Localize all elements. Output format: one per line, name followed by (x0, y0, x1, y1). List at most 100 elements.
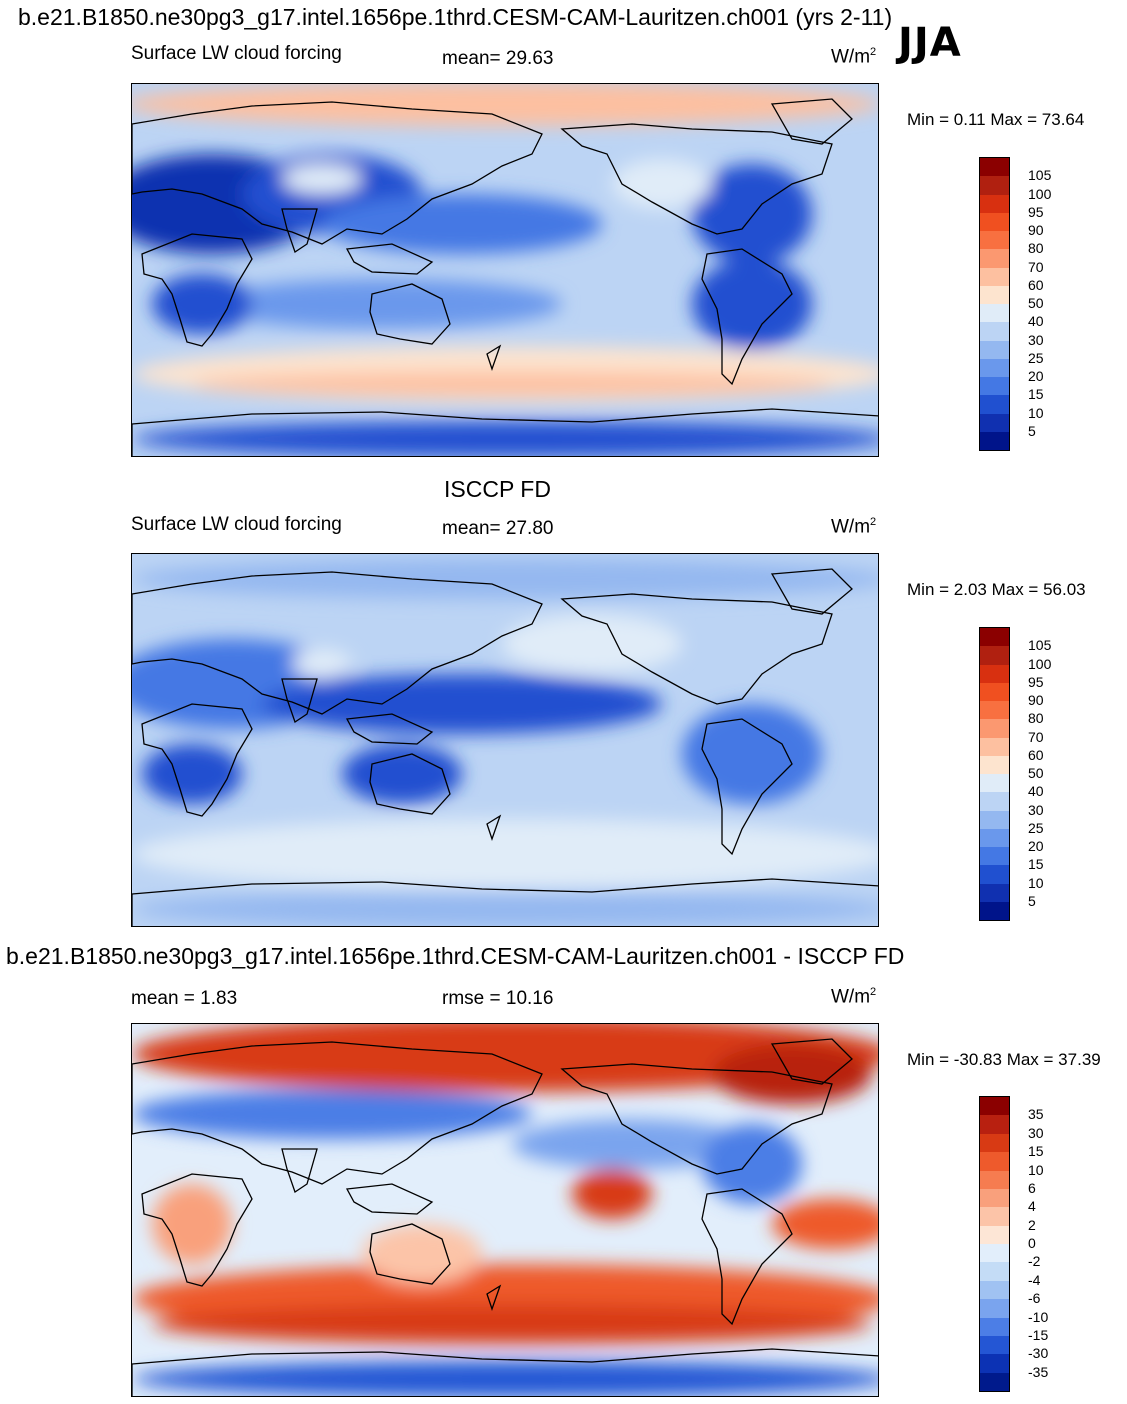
colorbar-tick-label: 95 (1028, 203, 1044, 220)
panel3-min-max: Min = -30.83 Max = 37.39 (907, 1050, 1101, 1069)
panel3-rmse-label: rmse = 10.16 (442, 988, 554, 1009)
colorbar-swatch (980, 1225, 1009, 1244)
colorbar-swatch (980, 1354, 1009, 1373)
colorbar-tick-label: 90 (1028, 692, 1044, 708)
map-field-region (322, 194, 602, 254)
map-field-region (702, 1124, 802, 1204)
colorbar-swatch (980, 628, 1009, 647)
season-label: JJA (898, 20, 962, 66)
map-field-region (132, 819, 878, 889)
coastline (770, 568, 853, 615)
colorbar-tick-label: 25 (1028, 819, 1044, 836)
coastline (560, 123, 833, 235)
panel2-colorbar (979, 627, 1010, 921)
colorbar-swatch (980, 231, 1009, 250)
colorbar-swatch (980, 267, 1009, 286)
colorbar-swatch (980, 1115, 1009, 1134)
colorbar-tick-label: 30 (1028, 801, 1044, 818)
coastline (369, 283, 451, 345)
colorbar-swatch (980, 865, 1009, 884)
coastline (132, 571, 543, 715)
colorbar-tick-label: -30 (1028, 1345, 1049, 1362)
colorbar-tick-label: 100 (1028, 655, 1052, 672)
colorbar-swatch (980, 194, 1009, 213)
colorbar-swatch (980, 646, 1009, 665)
map-field-region (692, 164, 812, 264)
colorbar-swatch (980, 413, 1009, 432)
panel2-variable-label: Surface LW cloud forcing (131, 514, 342, 535)
colorbar-tick-label: 100 (1028, 185, 1052, 202)
coastline (141, 233, 253, 347)
case-title: b.e21.B1850.ne30pg3_g17.intel.1656pe.1th… (18, 4, 893, 30)
panel2-mean-label: mean= 27.80 (442, 518, 554, 539)
colorbar-swatch (980, 1317, 1009, 1336)
panel2-title: ISCCP FD (444, 476, 551, 502)
colorbar-swatch (980, 1152, 1009, 1171)
map-field-region (572, 1169, 652, 1219)
panel2-units: W/m2 (831, 516, 877, 538)
colorbar-swatch (980, 737, 1009, 756)
map-field-region (612, 159, 712, 209)
map-field-region (152, 1304, 872, 1344)
map-field-region (262, 674, 662, 734)
colorbar-tick-label: 30 (1028, 331, 1044, 348)
colorbar-tick-label: 5 (1028, 422, 1036, 439)
panel2-observation-map (131, 553, 879, 927)
coastline (770, 98, 853, 145)
colorbar-swatch (980, 792, 1009, 811)
panel1-variable-label: Surface LW cloud forcing (131, 43, 342, 64)
colorbar-tick-label: 90 (1028, 222, 1044, 238)
colorbar-tick-label: 70 (1028, 258, 1044, 275)
colorbar-tick-label: 80 (1028, 710, 1044, 727)
colorbar-tick-label: 60 (1028, 746, 1044, 763)
colorbar-tick-label: 50 (1028, 765, 1044, 781)
colorbar-tick-label: 95 (1028, 673, 1044, 690)
colorbar-tick-label: 40 (1028, 313, 1044, 330)
panel2-min-max: Min = 2.03 Max = 56.03 (907, 580, 1086, 599)
colorbar-swatch (980, 901, 1009, 920)
panel1-units: W/m2 (831, 46, 877, 68)
colorbar-tick-label: 0 (1028, 1235, 1036, 1251)
colorbar-tick-label: -35 (1028, 1363, 1049, 1380)
colorbar-tick-label: 20 (1028, 368, 1044, 384)
colorbar-tick-label: 20 (1028, 838, 1044, 854)
colorbar-tick-label: -10 (1028, 1308, 1049, 1325)
map-field-region (132, 1089, 532, 1139)
coastline (369, 1223, 451, 1285)
panel1-min-max: Min = 0.11 Max = 73.64 (907, 110, 1085, 129)
coastline (132, 1348, 878, 1396)
colorbar-swatch (980, 322, 1009, 341)
map-field-region (512, 1119, 752, 1169)
colorbar-swatch (980, 1097, 1009, 1116)
colorbar-tick-label: -15 (1028, 1326, 1049, 1343)
coastline (345, 243, 434, 275)
colorbar-tick-label: 105 (1028, 637, 1052, 654)
coastline (132, 408, 878, 456)
colorbar-tick-label: 60 (1028, 276, 1044, 293)
colorbar-tick-label: 40 (1028, 783, 1044, 800)
coastline (281, 678, 318, 724)
colorbar-tick-label: 10 (1028, 1161, 1044, 1178)
coastline (560, 593, 833, 705)
colorbar-swatch (980, 395, 1009, 414)
colorbar-swatch (980, 1188, 1009, 1208)
colorbar-swatch (980, 774, 1009, 793)
coastline (369, 753, 451, 815)
colorbar-tick-label: 80 (1028, 240, 1044, 257)
colorbar-tick-label: -2 (1028, 1253, 1041, 1270)
coastline (345, 713, 434, 745)
colorbar-swatch (980, 340, 1009, 359)
coastline (132, 1041, 543, 1185)
panel3-colorbar (979, 1096, 1010, 1392)
map-field-region (712, 1044, 872, 1104)
coastline (701, 248, 793, 386)
panel3-units: W/m2 (831, 986, 877, 1008)
map-field-region (132, 1024, 878, 1092)
colorbar-swatch (980, 828, 1009, 847)
colorbar-swatch (980, 1244, 1009, 1263)
map-field-region (132, 1361, 878, 1396)
colorbar-tick-label: 10 (1028, 404, 1044, 421)
colorbar-tick-label: -4 (1028, 1271, 1041, 1288)
colorbar-tick-label: 25 (1028, 349, 1044, 366)
colorbar-swatch (980, 682, 1009, 701)
